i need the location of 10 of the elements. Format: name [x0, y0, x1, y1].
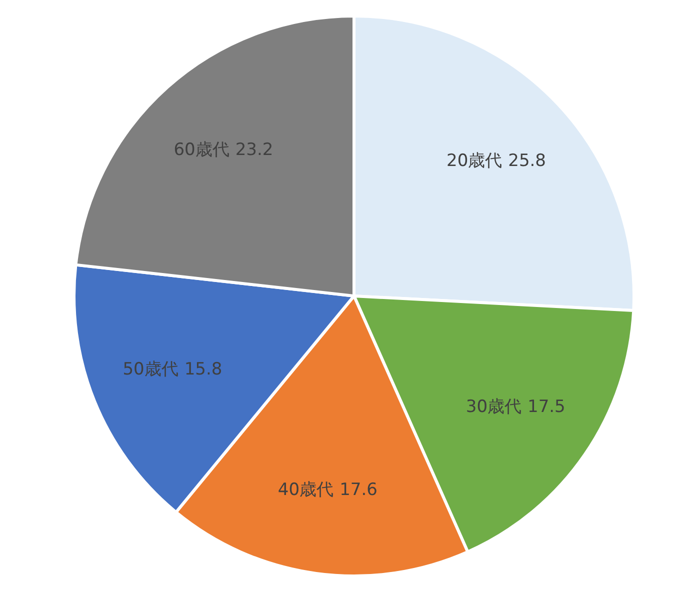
slice-label: 50歳代 [122, 360, 178, 380]
data-label: 17.6 [340, 480, 378, 500]
data-label: 25.8 [508, 151, 546, 172]
slice-label: 20歳代 [446, 151, 502, 172]
data-label: 17.5 [528, 397, 566, 418]
slice-label: 60歳代 [174, 140, 230, 160]
data-label: 23.2 [235, 140, 274, 160]
slice-label: 40歳代 [278, 480, 334, 500]
slice-label: 30歳代 [466, 397, 522, 418]
data-label: 15.8 [184, 360, 222, 380]
